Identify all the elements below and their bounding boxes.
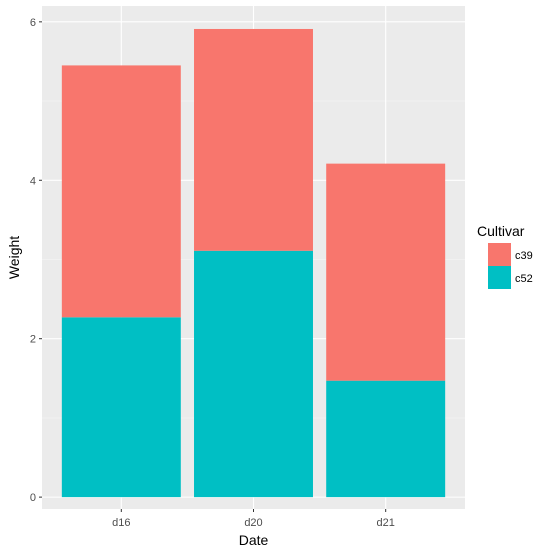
bar-d16-c52: [61, 317, 181, 498]
x-axis: d16 d20 d21: [112, 509, 395, 529]
y-tick-label: 4: [30, 175, 36, 187]
legend-label-c39: c39: [515, 250, 533, 262]
y-tick-label: 6: [30, 17, 36, 29]
y-tick-label: 0: [30, 492, 36, 504]
x-tick-label: d20: [244, 517, 262, 529]
bar-d16-c39: [61, 65, 181, 318]
legend: Cultivar c39 c52: [477, 223, 533, 289]
legend-key-c52: [488, 266, 511, 289]
bar-d21-c52: [326, 380, 446, 498]
x-axis-title: Date: [239, 532, 269, 548]
bars: [61, 28, 446, 498]
y-tick-label: 2: [30, 334, 36, 346]
y-axis: 0 2 4 6: [30, 17, 42, 504]
legend-title: Cultivar: [477, 223, 525, 239]
bar-d20-c52: [194, 250, 313, 498]
legend-label-c52: c52: [515, 273, 533, 285]
bar-d21-c39: [326, 163, 446, 381]
x-tick-label: d16: [112, 517, 130, 529]
bar-d20-c39: [194, 28, 313, 251]
x-tick-label: d21: [377, 517, 395, 529]
y-axis-title: Weight: [6, 236, 22, 279]
legend-key-c39: [488, 243, 511, 266]
